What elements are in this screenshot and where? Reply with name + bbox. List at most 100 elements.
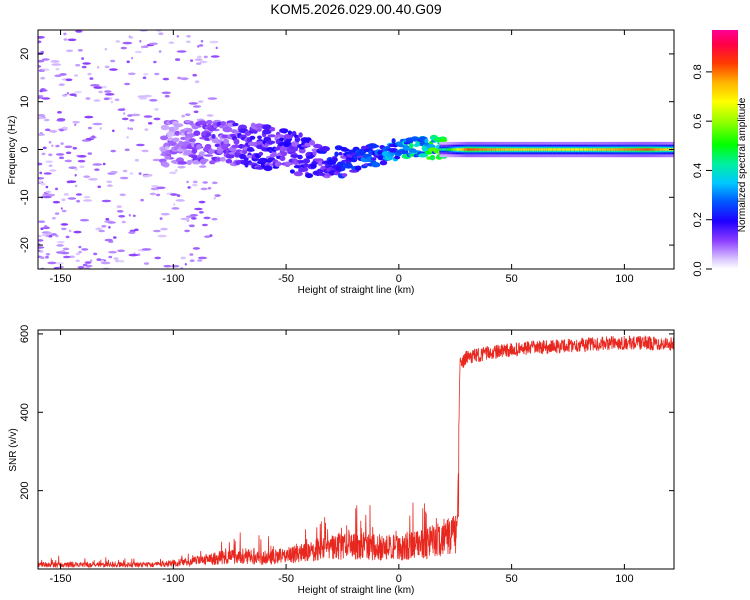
heatmap-noise-cell [186,219,190,223]
heatmap-noise-cell [45,255,49,259]
heatmap-noise-cell [108,226,111,229]
heatmap-noise-cell [43,172,52,175]
heatmap-noise-cell [105,217,110,221]
heatmap-noise-cell [40,256,45,260]
heatmap-signal-cell [221,144,229,150]
heatmap-noise-cell [126,60,130,64]
heatmap-signal-cell [160,124,170,131]
heatmap-noise-cell [50,60,60,63]
heatmap-band-cell [545,148,549,151]
heatmap-band-cell [599,148,603,151]
heatmap-band-cell [561,148,564,151]
heatmap-noise-cell [132,214,136,218]
x-tick-label: -150 [50,573,72,585]
heatmap-band-cell [586,148,589,151]
heatmap-noise-cell [101,225,107,228]
heatmap-noise-cell [38,162,43,166]
heatmap-noise-cell [62,247,70,251]
x-tick-label: -150 [50,273,72,285]
heatmap-noise-cell [92,122,103,126]
heatmap-noise-cell [55,153,65,156]
heatmap-noise-cell [67,197,77,200]
heatmap-noise-cell [57,111,62,114]
heatmap-noise-cell [63,32,67,36]
heatmap-noise-cell [136,143,145,147]
heatmap-noise-cell [141,149,149,153]
heatmap-noise-cell [92,163,103,166]
heatmap-noise-cell [52,200,61,204]
heatmap-band-cell [644,148,648,151]
heatmap-noise-cell [134,228,139,232]
heatmap-noise-cell [55,144,60,148]
heatmap-noise-cell [101,199,112,203]
heatmap-signal-cell [298,132,303,138]
heatmap-band-cell [495,148,499,151]
heatmap-noise-cell [139,40,142,43]
y-tick-label: 400 [19,403,31,421]
heatmap-noise-cell [83,199,93,202]
heatmap-signal-cell [338,152,343,156]
heatmap-band-cell [574,148,578,151]
heatmap-signal-cell [206,119,213,125]
heatmap-signal-cell [371,157,377,161]
heatmap-band-cell [637,148,641,151]
heatmap-signal-cell [439,138,448,143]
heatmap-noise-cell [127,127,130,130]
heatmap-signal-cell [177,161,188,165]
heatmap-noise-cell [187,186,191,189]
heatmap-signal-cell [355,165,362,171]
heatmap-band-cell [568,148,571,151]
heatmap-noise-cell [149,99,158,102]
heatmap-noise-cell [124,148,130,152]
heatmap-noise-cell [61,94,68,97]
heatmap-noise-cell [209,234,213,237]
heatmap-noise-cell [68,166,77,169]
heatmap-noise-cell [199,165,207,168]
heatmap-noise-cell [46,232,53,235]
heatmap-noise-cell [47,261,57,265]
heatmap-noise-cell [38,239,44,242]
heatmap-band-cell [475,148,479,151]
heatmap-noise-cell [38,40,42,44]
x-tick-label: 0 [396,573,402,585]
heatmap-noise-cell [64,159,73,163]
heatmap-noise-cell [114,98,120,102]
heatmap-noise-cell [209,40,219,44]
heatmap-noise-cell [153,229,161,233]
heatmap-band-cell [513,148,517,151]
heatmap-noise-cell [82,263,88,267]
colorbar-tick-label: 0.2 [692,212,704,227]
heatmap-noise-cell [203,216,211,220]
heatmap-noise-cell [81,65,87,69]
heatmap-signal-cell [258,151,264,156]
heatmap-noise-cell [169,171,177,175]
heatmap-noise-cell [129,172,134,175]
heatmap-signal-cell [289,169,295,174]
heatmap-band-cell [552,148,555,151]
heatmap-noise-cell [143,115,153,118]
heatmap-noise-cell [213,196,216,200]
heatmap-band-cell [554,148,558,151]
heatmap-noise-cell [130,113,141,117]
colorbar-ticks: 0.0 0.2 0.4 0.6 0.8 [692,64,712,277]
heatmap-noise-cell [184,263,187,266]
heatmap-noise-cell [79,218,90,222]
heatmap-noise-cell [197,259,203,262]
heatmap-noise-cell [127,72,136,76]
heatmap-noise-cell [98,90,103,94]
heatmap-band-cell [601,148,605,151]
heatmap-noise-cell [160,212,170,216]
heatmap-noise-cell [189,259,195,263]
heatmap-noise-cell [44,128,51,132]
heatmap-noise-cell [176,50,187,53]
heatmap-signal-cell [249,135,256,140]
heatmap-noise-cell [159,217,163,220]
heatmap-noise-cell [198,200,206,204]
heatmap-signal-cell [298,148,306,154]
heatmap-noise-cell [203,55,208,59]
heatmap-band-cell [455,148,458,151]
heatmap-signal-cell [198,151,205,157]
heatmap-signal-cell [274,161,281,167]
y-tick-label: 10 [19,96,31,108]
heatmap-noise-cell [48,141,52,144]
